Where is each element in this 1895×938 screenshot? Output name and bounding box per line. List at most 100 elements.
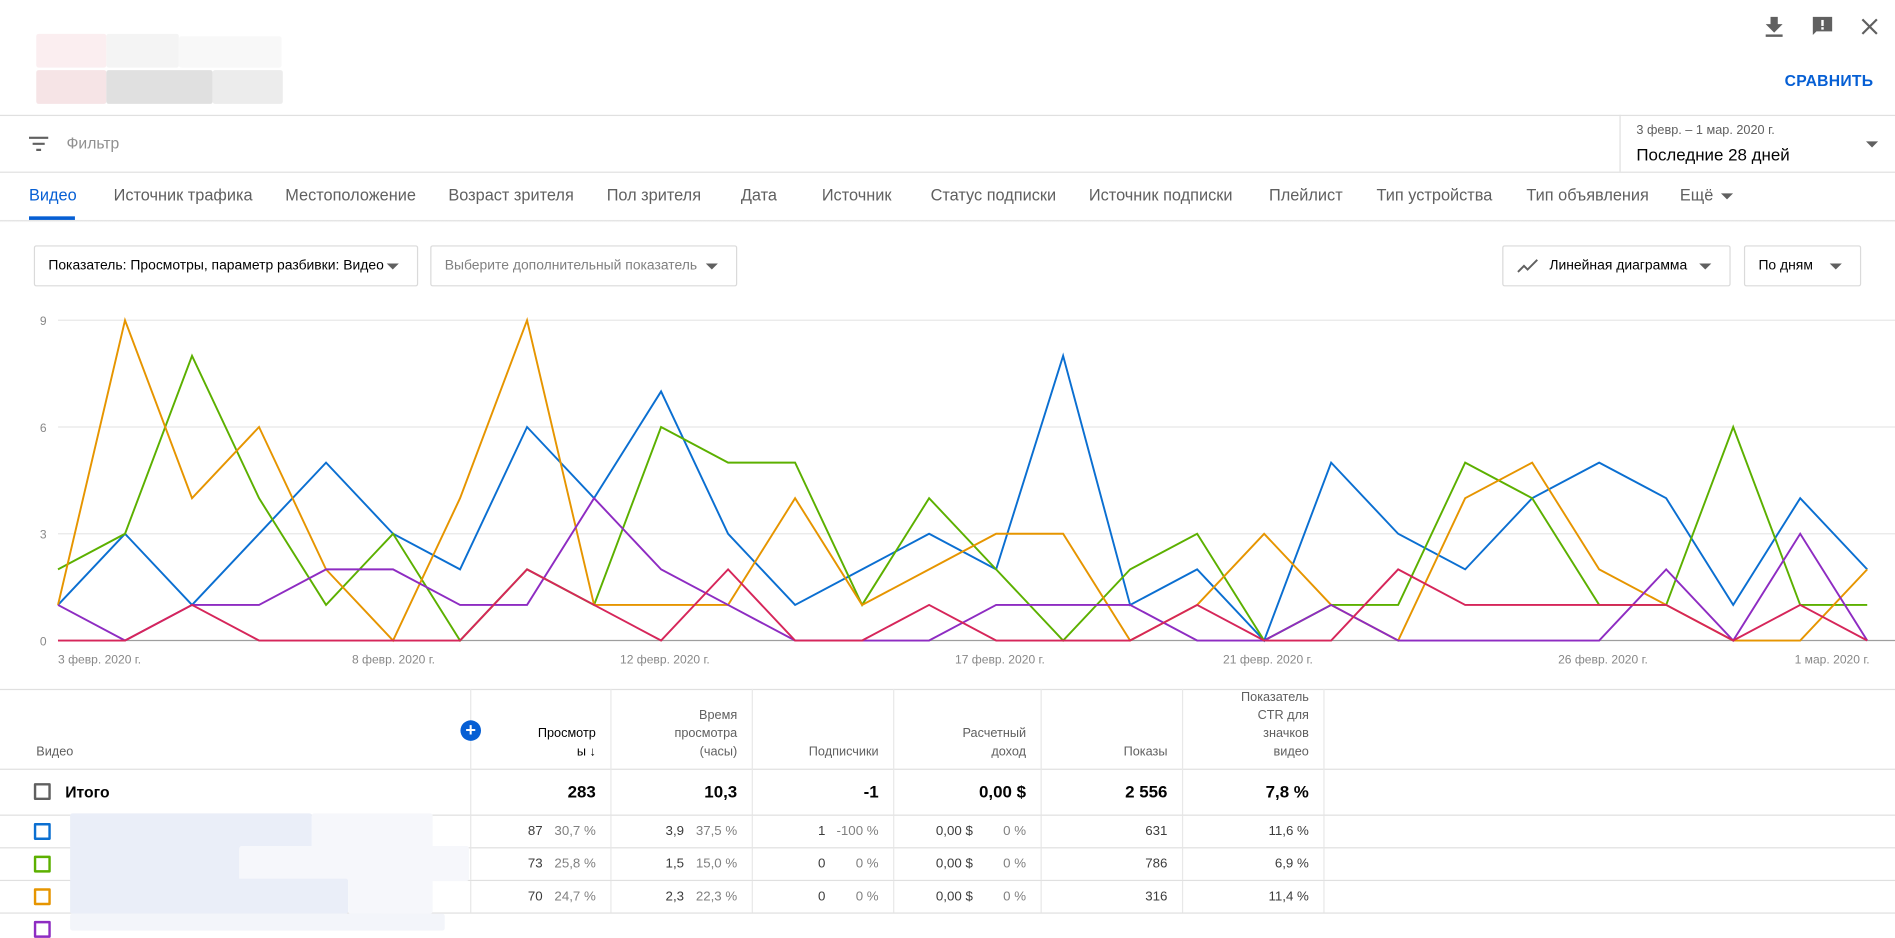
y-tick-label: 9 xyxy=(40,314,47,328)
tab-date[interactable]: Дата xyxy=(741,186,777,204)
filter-input[interactable]: Фильтр xyxy=(66,134,119,152)
series-line-video-4 xyxy=(58,498,1867,640)
x-tick-label: 17 февр. 2020 г. xyxy=(955,652,1045,666)
cell-impressions: 786 xyxy=(1042,848,1183,879)
series-line-video-5 xyxy=(58,569,1867,640)
total-watch-time: 10,3 xyxy=(612,769,753,815)
header-line: Время xyxy=(699,708,737,723)
close-icon[interactable] xyxy=(1855,12,1884,41)
value: 6,9 % xyxy=(1275,857,1309,872)
table-row[interactable] xyxy=(0,914,1895,931)
column-header-revenue[interactable]: Расчетный доход xyxy=(894,689,1041,769)
header-line: значков xyxy=(1263,726,1309,741)
value: 2,3 xyxy=(666,889,684,904)
cell-watch: 1,5 15,0 % xyxy=(612,848,753,879)
value: 70 xyxy=(528,889,543,904)
column-header-video[interactable]: Видео xyxy=(0,689,471,769)
tab-traffic-source[interactable]: Источник трафика xyxy=(114,186,253,204)
chevron-down-icon xyxy=(1866,141,1878,147)
tab-subscription-status[interactable]: Статус подписки xyxy=(931,186,1057,204)
y-tick-label: 6 xyxy=(40,421,47,435)
header-line: Расчетный xyxy=(962,726,1026,741)
total-revenue: 0,00 $ xyxy=(894,769,1041,815)
blurred-video-title xyxy=(70,813,312,848)
tab-geography[interactable]: Местоположение xyxy=(285,186,416,204)
date-range-picker[interactable]: 3 февр. – 1 мар. 2020 г. Последние 28 дн… xyxy=(1619,115,1895,172)
tab-playlist[interactable]: Плейлист xyxy=(1269,186,1343,204)
cell-revenue: 0,00 $0 % xyxy=(894,816,1041,847)
header-line: видео xyxy=(1274,744,1309,759)
compare-button[interactable]: СРАВНИТЬ xyxy=(1785,71,1874,89)
value: 11,4 % xyxy=(1268,889,1308,904)
extra-metric-select[interactable]: Выберите дополнительный показатель xyxy=(430,245,737,286)
filter-icon[interactable] xyxy=(29,135,48,157)
percent: 37,5 % xyxy=(694,824,738,839)
header-line: доход xyxy=(991,744,1026,759)
checkbox[interactable] xyxy=(34,888,51,905)
tab-source[interactable]: Источник xyxy=(822,186,892,204)
total-ctr: 7,8 % xyxy=(1183,769,1324,815)
tab-device-type[interactable]: Тип устройства xyxy=(1377,186,1493,204)
column-header-video-label: Видео xyxy=(36,743,73,761)
checkbox[interactable] xyxy=(34,921,51,938)
granularity-select[interactable]: По дням xyxy=(1744,245,1861,286)
tab-video[interactable]: Видео xyxy=(29,186,77,204)
total-impressions: 2 556 xyxy=(1042,769,1183,815)
cell-ctr: 11,6 % xyxy=(1183,816,1324,847)
x-tick-label: 8 февр. 2020 г. xyxy=(352,652,435,666)
blurred-video-title xyxy=(312,813,433,848)
checkbox[interactable] xyxy=(34,856,51,873)
chart-type-select[interactable]: Линейная диаграмма xyxy=(1502,245,1730,286)
total-subscribers: -1 xyxy=(753,769,894,815)
value: 1 xyxy=(818,824,825,839)
tab-viewer-age[interactable]: Возраст зрителя xyxy=(448,186,573,204)
value: 0 xyxy=(818,857,825,872)
series-line-video-3 xyxy=(58,320,1867,640)
value: 0,00 $ xyxy=(936,857,973,872)
percent: 0 % xyxy=(983,824,1027,839)
percent: 0 % xyxy=(983,889,1027,904)
download-icon[interactable] xyxy=(1760,12,1789,41)
percent: 15,0 % xyxy=(694,857,738,872)
column-header-impressions-label: Показы xyxy=(1124,743,1168,761)
value: 11,6 % xyxy=(1268,824,1308,839)
extra-metric-placeholder: Выберите дополнительный показатель xyxy=(445,259,697,274)
tab-ad-type[interactable]: Тип объявления xyxy=(1526,186,1648,204)
checkbox[interactable] xyxy=(34,823,51,840)
percent: 25,8 % xyxy=(552,857,596,872)
percent: 24,7 % xyxy=(552,889,596,904)
column-header-subscribers[interactable]: Подписчики xyxy=(753,689,894,769)
value: 1,5 xyxy=(666,857,684,872)
tab-more[interactable]: Ещё xyxy=(1680,186,1713,204)
cell-impressions: 316 xyxy=(1042,881,1183,912)
column-header-impressions[interactable]: Показы xyxy=(1042,689,1183,769)
cell-impressions: 631 xyxy=(1042,816,1183,847)
header-line: (часы) xyxy=(700,744,738,759)
chevron-down-icon xyxy=(387,263,399,269)
value: 786 xyxy=(1145,857,1167,872)
blurred-video-title xyxy=(70,879,348,914)
chevron-down-icon xyxy=(1699,263,1711,269)
metric-select[interactable]: Показатель: Просмотры, параметр разбивки… xyxy=(34,245,418,286)
cell-views: 70 24,7 % xyxy=(471,881,611,912)
cell-ctr: 11,4 % xyxy=(1183,881,1324,912)
chart-type-label: Линейная диаграмма xyxy=(1549,259,1687,274)
feedback-icon[interactable] xyxy=(1808,12,1837,41)
tab-subscription-source[interactable]: Источник подписки xyxy=(1089,186,1233,204)
x-tick-label: 21 февр. 2020 г. xyxy=(1223,652,1313,666)
table-row-total: Итого 283 10,3 -1 0,00 $ 2 556 7,8 % xyxy=(0,769,1895,816)
y-tick-label: 3 xyxy=(40,528,47,542)
cell-revenue: 0,00 $0 % xyxy=(894,848,1041,879)
tab-viewer-gender[interactable]: Пол зрителя xyxy=(607,186,701,204)
